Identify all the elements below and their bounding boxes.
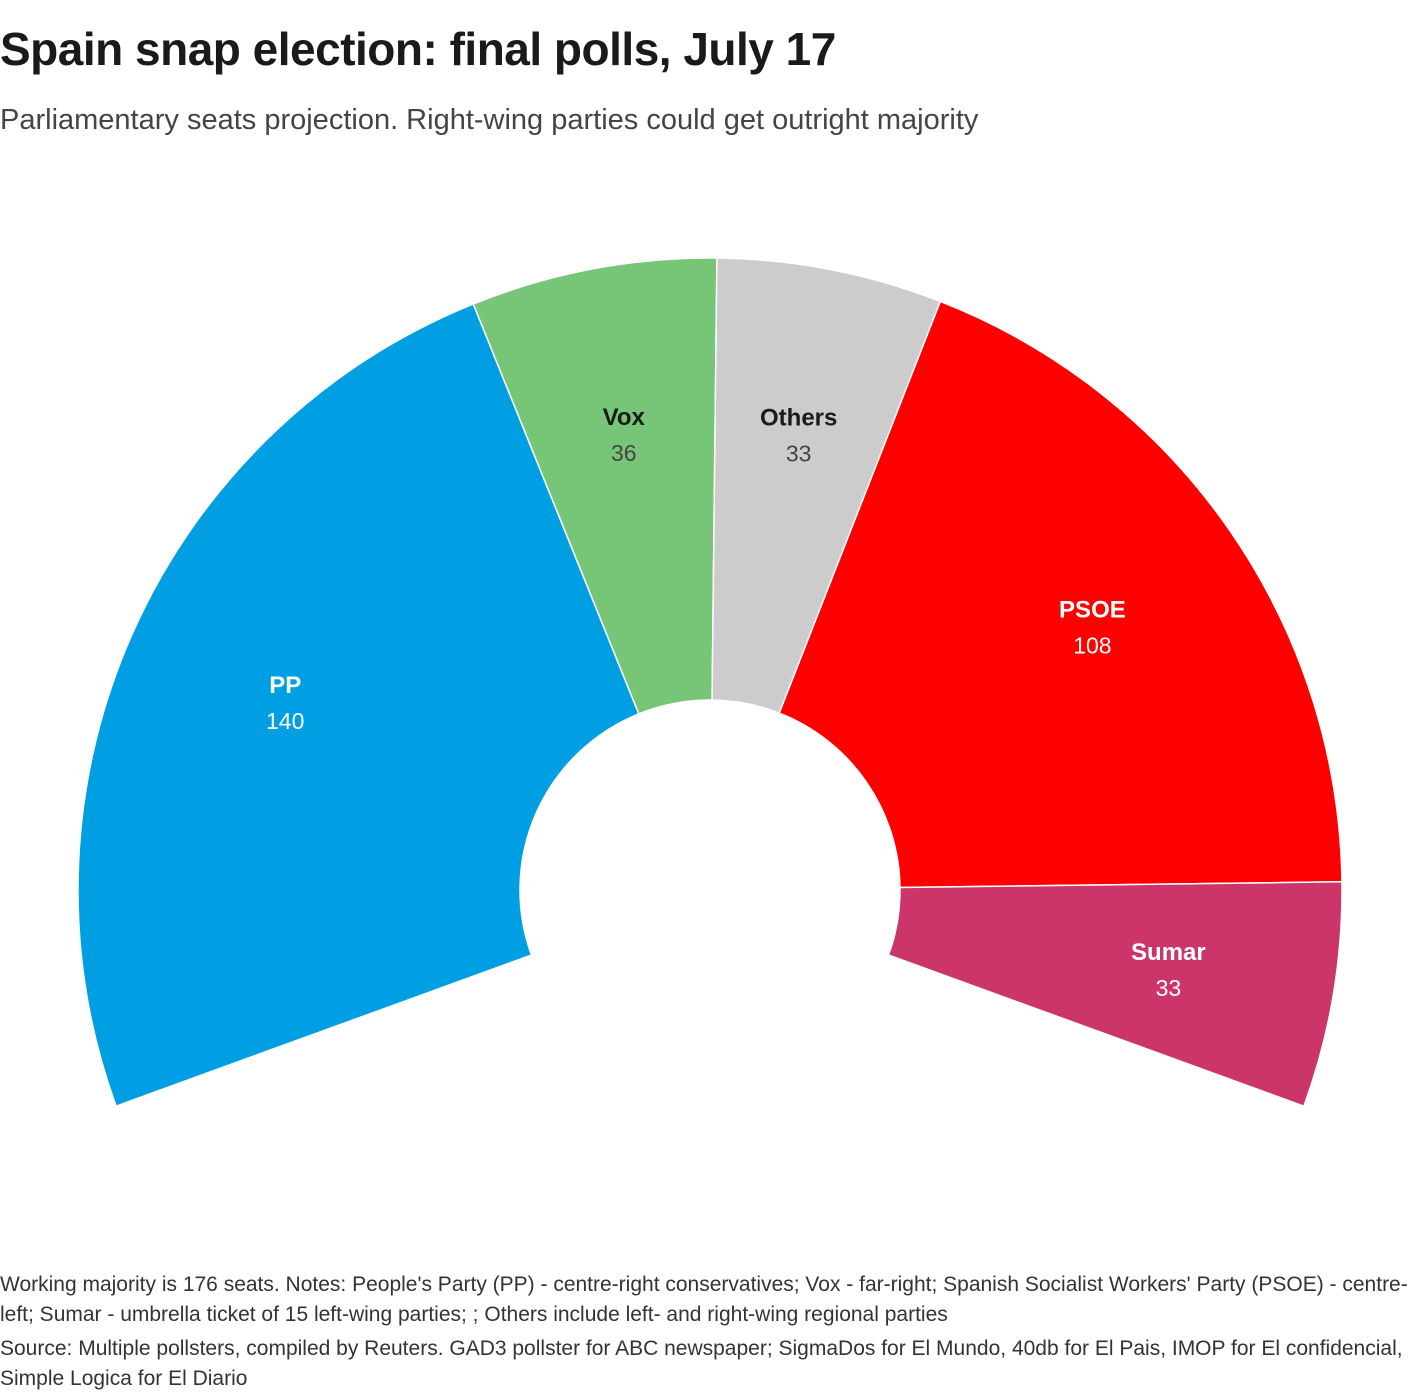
segment-label-sumar: Sumar: [1131, 939, 1206, 966]
segment-value-sumar: 33: [1156, 975, 1182, 1001]
arc-segment-others: [711, 257, 942, 715]
segment-value-others: 33: [786, 441, 812, 467]
chart-subtitle: Parliamentary seats projection. Right-wi…: [0, 104, 979, 136]
segment-value-vox: 36: [611, 440, 637, 466]
segment-label-pp: PP: [269, 672, 301, 699]
segment-label-others: Others: [760, 405, 837, 432]
footer-source: Source: Multiple pollsters, compiled by …: [0, 1337, 1403, 1390]
parliament-chart: PP 140 Vox 36 Others 33 PSOE 108 Sumar 33: [77, 257, 1343, 1108]
segment-label-psoe: PSOE: [1059, 596, 1126, 623]
chart-title: Spain snap election: final polls, July 1…: [0, 23, 836, 75]
chart-footer: Working majority is 176 seats. Notes: Pe…: [0, 1270, 1418, 1398]
segment-label-vox: Vox: [603, 404, 646, 431]
arc-segment-pp: [77, 303, 640, 1108]
segment-value-psoe: 108: [1073, 632, 1111, 658]
arc-segment-sumar: [887, 881, 1343, 1108]
arc-segment-vox: [472, 257, 718, 715]
footer-notes: Working majority is 176 seats. Notes: Pe…: [0, 1273, 1408, 1326]
segment-value-pp: 140: [266, 708, 304, 734]
arc-segment-psoe: [778, 300, 1343, 889]
